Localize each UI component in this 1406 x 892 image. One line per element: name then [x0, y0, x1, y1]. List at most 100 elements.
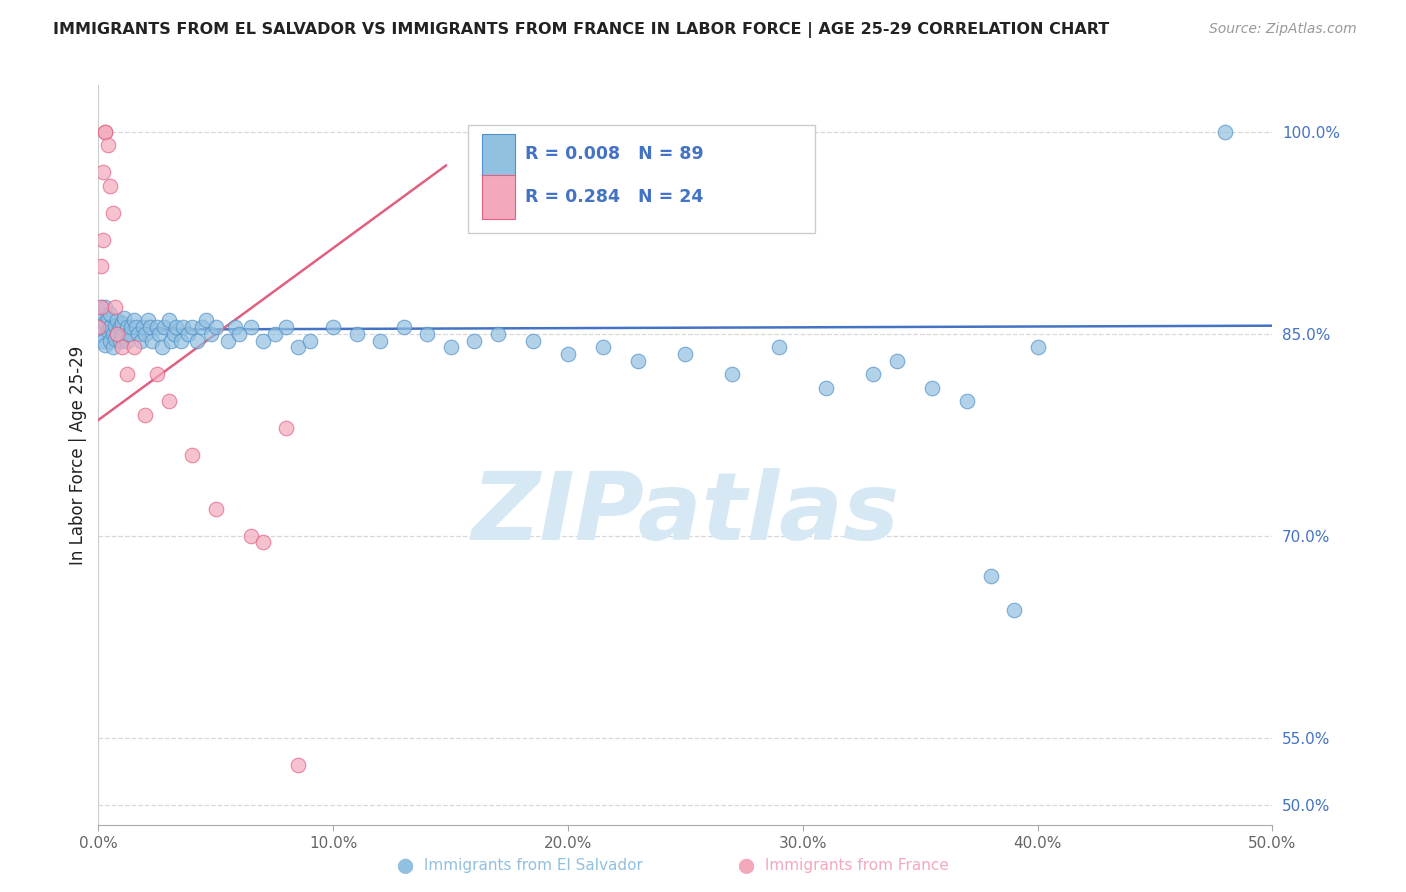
- Point: [205, 501, 228, 516]
- Point: [322, 320, 344, 334]
- Point: [122, 313, 145, 327]
- Text: Source: ZipAtlas.com: Source: ZipAtlas.com: [1209, 22, 1357, 37]
- Point: [122, 340, 145, 354]
- Point: [87, 320, 110, 334]
- Point: [141, 334, 163, 348]
- Point: [217, 334, 239, 348]
- Point: [815, 381, 838, 395]
- Point: [276, 320, 298, 334]
- Point: [153, 320, 176, 334]
- Point: [157, 394, 180, 409]
- Text: R = 0.284   N = 24: R = 0.284 N = 24: [524, 188, 703, 206]
- Point: [298, 334, 321, 348]
- Point: [90, 313, 112, 327]
- Point: [105, 326, 128, 341]
- Point: [1002, 603, 1025, 617]
- Point: [176, 326, 198, 341]
- Point: [104, 332, 127, 346]
- Point: [886, 353, 908, 368]
- Point: [112, 310, 135, 325]
- Point: [160, 334, 183, 348]
- Point: [87, 320, 110, 334]
- Point: [146, 320, 169, 334]
- Point: [150, 340, 173, 354]
- Point: [129, 334, 152, 348]
- Point: [240, 320, 263, 334]
- Point: [346, 326, 368, 341]
- Point: [94, 125, 117, 139]
- Point: [115, 367, 138, 381]
- Point: [439, 340, 461, 354]
- Point: [98, 320, 121, 334]
- Point: [181, 320, 204, 334]
- Y-axis label: In Labor Force | Age 25-29: In Labor Force | Age 25-29: [69, 345, 87, 565]
- Point: [90, 300, 112, 314]
- Point: [146, 367, 169, 381]
- Point: [768, 340, 790, 354]
- Point: [104, 300, 127, 314]
- Point: [486, 326, 509, 341]
- Point: [101, 205, 124, 219]
- Point: [287, 757, 309, 772]
- Point: [416, 326, 439, 341]
- Point: [721, 367, 744, 381]
- Bar: [482, 175, 515, 219]
- Text: IMMIGRANTS FROM EL SALVADOR VS IMMIGRANTS FROM FRANCE IN LABOR FORCE | AGE 25-29: IMMIGRANTS FROM EL SALVADOR VS IMMIGRANT…: [53, 22, 1109, 38]
- Point: [111, 329, 134, 343]
- Point: [240, 529, 263, 543]
- Point: [263, 326, 285, 341]
- Text: R = 0.008   N = 89: R = 0.008 N = 89: [524, 145, 703, 162]
- Point: [186, 334, 208, 348]
- Point: [627, 353, 650, 368]
- Point: [98, 307, 121, 321]
- Point: [1215, 125, 1237, 139]
- Point: [134, 326, 156, 341]
- Point: [97, 310, 120, 325]
- Point: [97, 324, 120, 338]
- Point: [956, 394, 979, 409]
- Point: [169, 334, 191, 348]
- Point: [921, 381, 943, 395]
- Point: [101, 340, 124, 354]
- Point: [115, 334, 138, 348]
- Point: [120, 320, 142, 334]
- Point: [118, 326, 141, 341]
- Point: [276, 421, 298, 435]
- Text: ZIPatlas: ZIPatlas: [471, 468, 900, 560]
- Point: [392, 320, 415, 334]
- Point: [224, 320, 246, 334]
- Point: [1026, 340, 1049, 354]
- Point: [125, 320, 148, 334]
- Point: [592, 340, 614, 354]
- Point: [522, 334, 544, 348]
- Point: [252, 334, 274, 348]
- Point: [91, 233, 114, 247]
- Point: [195, 313, 218, 327]
- Point: [90, 300, 112, 314]
- Point: [132, 320, 155, 334]
- Point: [108, 334, 131, 348]
- Point: [94, 316, 117, 330]
- Point: [90, 326, 112, 341]
- Point: [157, 313, 180, 327]
- Point: [105, 313, 128, 327]
- Point: [94, 125, 117, 139]
- Point: [228, 326, 250, 341]
- Point: [136, 313, 159, 327]
- Point: [134, 408, 156, 422]
- Bar: [468, 126, 814, 233]
- Point: [252, 535, 274, 549]
- Point: [98, 178, 121, 193]
- Point: [557, 347, 579, 361]
- Point: [181, 448, 204, 462]
- Point: [115, 320, 138, 334]
- Point: [165, 320, 187, 334]
- Point: [90, 260, 112, 274]
- Point: [94, 337, 117, 351]
- Text: ⬤  Immigrants from France: ⬤ Immigrants from France: [738, 858, 949, 874]
- Point: [101, 326, 124, 341]
- Text: ⬤  Immigrants from El Salvador: ⬤ Immigrants from El Salvador: [398, 858, 643, 874]
- Point: [97, 138, 120, 153]
- Point: [139, 320, 162, 334]
- Point: [111, 316, 134, 330]
